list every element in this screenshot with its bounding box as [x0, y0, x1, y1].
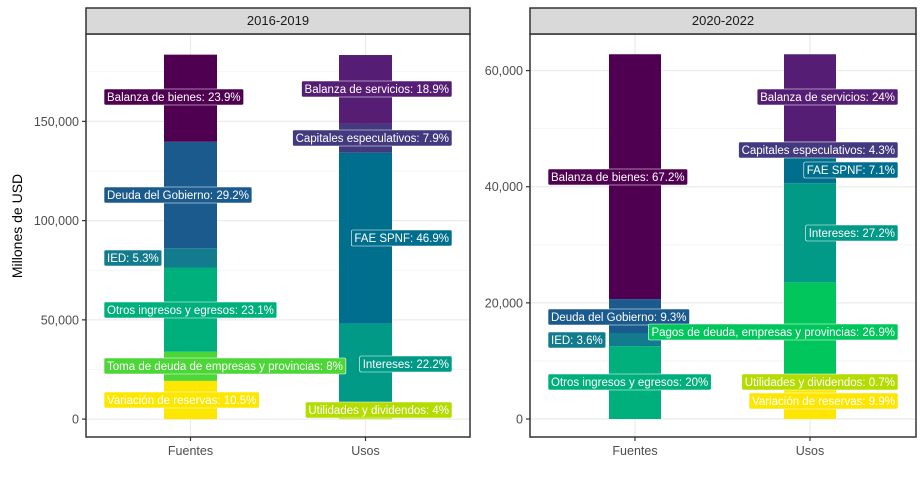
- data-label-box: [756, 88, 899, 106]
- data-label-text: Balanza de servicios: 18.9%: [305, 84, 449, 96]
- data-label-text: Intereses: 22.2%: [363, 359, 449, 371]
- y-tick-label: 50,000: [41, 313, 79, 327]
- data-label-text: Deuda del Gobierno: 9.3%: [551, 312, 687, 324]
- data-label: Variación de reservas: 9.9%: [748, 392, 899, 410]
- data-label-text: Variación de reservas: 9.9%: [752, 396, 895, 408]
- data-label: Otros ingresos y egresos: 20%: [547, 373, 712, 391]
- data-label: Capitales especulativos: 4.3%: [738, 141, 899, 159]
- data-label-box: [741, 373, 899, 391]
- data-label: Balanza de bienes: 67.2%: [547, 168, 688, 186]
- data-label-text: Utilidades y dividendos: 4%: [308, 405, 449, 417]
- y-tick-label: 150,000: [34, 115, 79, 129]
- data-label-box: [805, 224, 899, 242]
- data-label: Utilidades y dividendos: 4%: [305, 401, 453, 419]
- data-label-box: [803, 161, 899, 179]
- y-tick-label: 20,000: [485, 296, 523, 310]
- data-label-box: [547, 168, 688, 186]
- data-label-text: Pagos de deuda, empresas y provincias: 2…: [651, 327, 895, 339]
- data-label: IED: 5.3%: [103, 249, 163, 267]
- data-label-box: [547, 331, 607, 349]
- y-tick-label: 60,000: [485, 64, 523, 78]
- data-label: Balanza de bienes: 23.9%: [103, 88, 244, 106]
- data-label: Utilidades y dividendos: 0.7%: [741, 373, 899, 391]
- data-label-text: FAE SPNF: 46.9%: [354, 233, 449, 245]
- y-tick-label: 0: [516, 412, 523, 426]
- data-label: FAE SPNF: 46.9%: [351, 229, 453, 247]
- x-tick-label: Fuentes: [612, 444, 657, 458]
- data-label-text: Balanza de bienes: 23.9%: [107, 92, 241, 104]
- bar-segment: [164, 248, 217, 268]
- data-label-box: [351, 229, 453, 247]
- data-label-box: [103, 186, 253, 204]
- data-label-box: [547, 308, 690, 326]
- data-label-box: [359, 355, 453, 373]
- facet-strip-title: 2020-2022: [692, 13, 754, 28]
- data-label-box: [301, 80, 453, 98]
- data-label-text: Toma de deuda de empresas y provincias: …: [107, 361, 343, 373]
- y-tick-label: 0: [72, 413, 79, 427]
- data-label-text: Variación de reservas: 10.5%: [107, 395, 256, 407]
- facet-strip: [529, 7, 917, 35]
- data-label: FAE SPNF: 7.1%: [803, 161, 899, 179]
- data-label: Intereses: 27.2%: [805, 224, 899, 242]
- data-label: IED: 3.6%: [547, 331, 607, 349]
- data-label-text: Balanza de servicios: 24%: [760, 92, 895, 104]
- data-label-box: [103, 88, 244, 106]
- data-label-text: Capitales especulativos: 7.9%: [296, 133, 449, 145]
- data-label-text: Utilidades y dividendos: 0.7%: [745, 377, 895, 389]
- data-label-box: [103, 249, 163, 267]
- data-label-box: [738, 141, 899, 159]
- facet-strip: [85, 7, 471, 35]
- data-label-box: [547, 373, 712, 391]
- data-label-text: Deuda del Gobierno: 29.2%: [107, 190, 249, 202]
- data-label-text: Balanza de bienes: 67.2%: [551, 172, 685, 184]
- data-label: Pagos de deuda, empresas y provincias: 2…: [648, 323, 899, 341]
- data-label: Intereses: 22.2%: [359, 355, 453, 373]
- bar-segment: [609, 333, 661, 347]
- data-label: Toma de deuda de empresas y provincias: …: [103, 357, 347, 375]
- y-tick-label: 40,000: [485, 180, 523, 194]
- data-label-text: IED: 5.3%: [107, 253, 159, 265]
- data-label: Balanza de servicios: 24%: [756, 88, 899, 106]
- data-label-box: [103, 301, 278, 319]
- panel-2016-2019: Variación de reservas: 10.5% Toma de deud…: [34, 7, 471, 458]
- x-tick-label: Fuentes: [168, 444, 213, 458]
- data-label-text: IED: 3.6%: [551, 335, 603, 347]
- data-label: Deuda del Gobierno: 29.2%: [103, 186, 253, 204]
- y-axis-title: Millones de USD: [9, 174, 25, 278]
- data-label-text: FAE SPNF: 7.1%: [807, 165, 895, 177]
- data-label-box: [103, 357, 347, 375]
- data-label-text: Capitales especulativos: 4.3%: [742, 145, 895, 157]
- x-tick-label: Usos: [796, 444, 824, 458]
- data-label: Variación de reservas: 10.5%: [103, 391, 260, 409]
- data-label: Deuda del Gobierno: 9.3%: [547, 308, 690, 326]
- data-label-text: Otros ingresos y egresos: 20%: [551, 377, 708, 389]
- y-tick-label: 100,000: [34, 214, 79, 228]
- facet-strip-title: 2016-2019: [247, 13, 309, 28]
- data-label-text: Otros ingresos y egresos: 23.1%: [107, 305, 274, 317]
- data-label-box: [305, 401, 453, 419]
- data-label: Capitales especulativos: 7.9%: [292, 129, 453, 147]
- x-tick-label: Usos: [351, 444, 379, 458]
- data-label-box: [648, 323, 899, 341]
- data-label: Otros ingresos y egresos: 23.1%: [103, 301, 278, 319]
- data-label-text: Intereses: 27.2%: [809, 228, 895, 240]
- data-label-box: [103, 391, 260, 409]
- data-label-box: [292, 129, 453, 147]
- panel-2020-2022: Otros ingresos y egresos: 20% IED: 3.6% De…: [485, 7, 917, 458]
- data-label: Balanza de servicios: 18.9%: [301, 80, 453, 98]
- data-label-box: [748, 392, 899, 410]
